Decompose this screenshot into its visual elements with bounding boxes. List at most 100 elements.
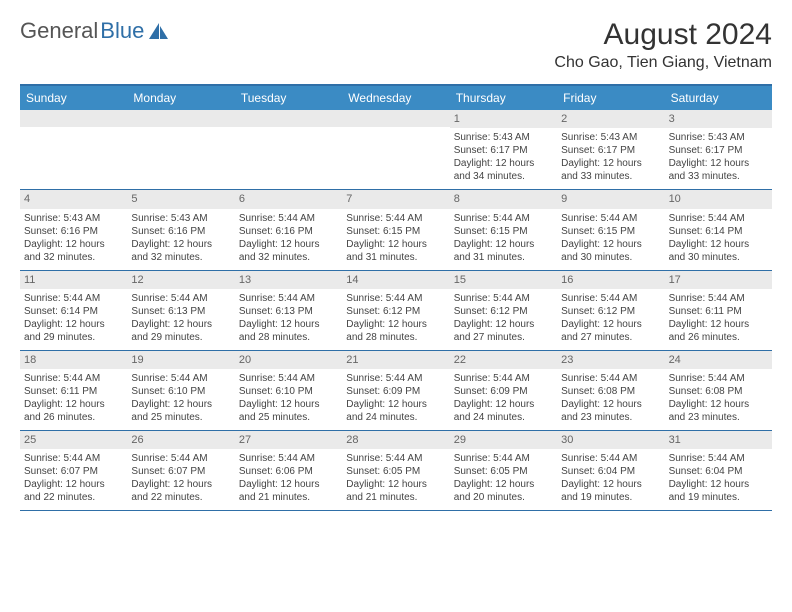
calendar-cell bbox=[20, 110, 127, 189]
sunset-text: Sunset: 6:05 PM bbox=[346, 465, 445, 478]
date-number: 17 bbox=[665, 271, 772, 289]
day-header: Sunday bbox=[20, 86, 127, 110]
day-header: Friday bbox=[557, 86, 664, 110]
calendar-cell: 31Sunrise: 5:44 AMSunset: 6:04 PMDayligh… bbox=[665, 431, 772, 510]
month-title: August 2024 bbox=[554, 18, 772, 52]
logo-text-2: Blue bbox=[100, 18, 144, 44]
sunset-text: Sunset: 6:11 PM bbox=[24, 385, 123, 398]
day-header: Monday bbox=[127, 86, 234, 110]
sunrise-text: Sunrise: 5:44 AM bbox=[131, 372, 230, 385]
sunset-text: Sunset: 6:09 PM bbox=[454, 385, 553, 398]
date-number: 24 bbox=[665, 351, 772, 369]
date-number: 12 bbox=[127, 271, 234, 289]
daylight-text: Daylight: 12 hours and 25 minutes. bbox=[131, 398, 230, 424]
calendar-cell: 10Sunrise: 5:44 AMSunset: 6:14 PMDayligh… bbox=[665, 190, 772, 269]
date-number: 7 bbox=[342, 190, 449, 208]
sunrise-text: Sunrise: 5:44 AM bbox=[561, 372, 660, 385]
calendar-cell bbox=[342, 110, 449, 189]
sunset-text: Sunset: 6:13 PM bbox=[239, 305, 338, 318]
sunset-text: Sunset: 6:17 PM bbox=[669, 144, 768, 157]
sunrise-text: Sunrise: 5:44 AM bbox=[669, 292, 768, 305]
sunrise-text: Sunrise: 5:43 AM bbox=[561, 131, 660, 144]
sunrise-text: Sunrise: 5:44 AM bbox=[669, 452, 768, 465]
daylight-text: Daylight: 12 hours and 25 minutes. bbox=[239, 398, 338, 424]
sunrise-text: Sunrise: 5:44 AM bbox=[131, 292, 230, 305]
daylight-text: Daylight: 12 hours and 28 minutes. bbox=[239, 318, 338, 344]
calendar-cell: 22Sunrise: 5:44 AMSunset: 6:09 PMDayligh… bbox=[450, 351, 557, 430]
date-number bbox=[235, 110, 342, 127]
calendar-cell: 21 Sunrise: 5:44 AMSunset: 6:09 PMDayligh… bbox=[342, 351, 449, 430]
title-block: August 2024 Cho Gao, Tien Giang, Vietnam bbox=[554, 18, 772, 72]
logo: GeneralBlue bbox=[20, 18, 170, 44]
calendar-cell: 11Sunrise: 5:44 AMSunset: 6:14 PMDayligh… bbox=[20, 271, 127, 350]
sunrise-text: Sunrise: 5:44 AM bbox=[239, 372, 338, 385]
sunset-text: Sunset: 6:15 PM bbox=[561, 225, 660, 238]
date-number: 3 bbox=[665, 110, 772, 128]
date-number: 1 bbox=[450, 110, 557, 128]
calendar-cell: 9Sunrise: 5:44 AMSunset: 6:15 PMDaylight… bbox=[557, 190, 664, 269]
calendar-cell: 24Sunrise: 5:44 AMSunset: 6:08 PMDayligh… bbox=[665, 351, 772, 430]
sunset-text: Sunset: 6:16 PM bbox=[24, 225, 123, 238]
sunset-text: Sunset: 6:17 PM bbox=[454, 144, 553, 157]
sunrise-text: Sunrise: 5:44 AM bbox=[346, 372, 445, 385]
sunrise-text: Sunrise: 5:44 AM bbox=[239, 292, 338, 305]
sunrise-text: Sunrise: 5:44 AM bbox=[346, 212, 445, 225]
date-number: 29 bbox=[450, 431, 557, 449]
calendar-cell: 20Sunrise: 5:44 AMSunset: 6:10 PMDayligh… bbox=[235, 351, 342, 430]
date-number: 27 bbox=[235, 431, 342, 449]
daylight-text: Daylight: 12 hours and 29 minutes. bbox=[131, 318, 230, 344]
calendar-cell: 13Sunrise: 5:44 AMSunset: 6:13 PMDayligh… bbox=[235, 271, 342, 350]
sunrise-text: Sunrise: 5:44 AM bbox=[454, 372, 553, 385]
week-row: 25Sunrise: 5:44 AMSunset: 6:07 PMDayligh… bbox=[20, 431, 772, 511]
date-number: 21 bbox=[342, 351, 449, 369]
week-row: 18Sunrise: 5:44 AMSunset: 6:11 PMDayligh… bbox=[20, 351, 772, 431]
daylight-text: Daylight: 12 hours and 21 minutes. bbox=[239, 478, 338, 504]
sunrise-text: Sunrise: 5:44 AM bbox=[454, 292, 553, 305]
daylight-text: Daylight: 12 hours and 22 minutes. bbox=[131, 478, 230, 504]
sunset-text: Sunset: 6:15 PM bbox=[346, 225, 445, 238]
sunrise-text: Sunrise: 5:44 AM bbox=[346, 452, 445, 465]
date-number: 14 bbox=[342, 271, 449, 289]
daylight-text: Daylight: 12 hours and 34 minutes. bbox=[454, 157, 553, 183]
sunrise-text: Sunrise: 5:44 AM bbox=[561, 292, 660, 305]
logo-text-1: General bbox=[20, 18, 98, 44]
daylight-text: Daylight: 12 hours and 26 minutes. bbox=[669, 318, 768, 344]
date-number: 2 bbox=[557, 110, 664, 128]
sunset-text: Sunset: 6:13 PM bbox=[131, 305, 230, 318]
daylight-text: Daylight: 12 hours and 32 minutes. bbox=[131, 238, 230, 264]
calendar-cell: 5Sunrise: 5:43 AMSunset: 6:16 PMDaylight… bbox=[127, 190, 234, 269]
daylight-text: Daylight: 12 hours and 19 minutes. bbox=[669, 478, 768, 504]
sunset-text: Sunset: 6:09 PM bbox=[346, 385, 445, 398]
sunset-text: Sunset: 6:10 PM bbox=[131, 385, 230, 398]
sunrise-text: Sunrise: 5:44 AM bbox=[239, 212, 338, 225]
calendar-cell: 8Sunrise: 5:44 AMSunset: 6:15 PMDaylight… bbox=[450, 190, 557, 269]
date-number: 15 bbox=[450, 271, 557, 289]
sunset-text: Sunset: 6:16 PM bbox=[131, 225, 230, 238]
daylight-text: Daylight: 12 hours and 28 minutes. bbox=[346, 318, 445, 344]
week-row: 4Sunrise: 5:43 AMSunset: 6:16 PMDaylight… bbox=[20, 190, 772, 270]
calendar-cell: 26Sunrise: 5:44 AMSunset: 6:07 PMDayligh… bbox=[127, 431, 234, 510]
calendar-cell bbox=[127, 110, 234, 189]
sunrise-text: Sunrise: 5:43 AM bbox=[454, 131, 553, 144]
daylight-text: Daylight: 12 hours and 23 minutes. bbox=[561, 398, 660, 424]
calendar-cell: 7Sunrise: 5:44 AMSunset: 6:15 PMDaylight… bbox=[342, 190, 449, 269]
calendar-cell: 19Sunrise: 5:44 AMSunset: 6:10 PMDayligh… bbox=[127, 351, 234, 430]
daylight-text: Daylight: 12 hours and 26 minutes. bbox=[24, 398, 123, 424]
calendar-cell: 18Sunrise: 5:44 AMSunset: 6:11 PMDayligh… bbox=[20, 351, 127, 430]
sunset-text: Sunset: 6:05 PM bbox=[454, 465, 553, 478]
sunrise-text: Sunrise: 5:44 AM bbox=[346, 292, 445, 305]
calendar-cell: 3Sunrise: 5:43 AMSunset: 6:17 PMDaylight… bbox=[665, 110, 772, 189]
sunrise-text: Sunrise: 5:43 AM bbox=[24, 212, 123, 225]
sunrise-text: Sunrise: 5:44 AM bbox=[561, 212, 660, 225]
date-number bbox=[20, 110, 127, 127]
daylight-text: Daylight: 12 hours and 24 minutes. bbox=[346, 398, 445, 424]
date-number bbox=[342, 110, 449, 127]
date-number: 23 bbox=[557, 351, 664, 369]
daylight-text: Daylight: 12 hours and 19 minutes. bbox=[561, 478, 660, 504]
sunset-text: Sunset: 6:12 PM bbox=[454, 305, 553, 318]
date-number: 8 bbox=[450, 190, 557, 208]
calendar-cell: 29Sunrise: 5:44 AMSunset: 6:05 PMDayligh… bbox=[450, 431, 557, 510]
sunset-text: Sunset: 6:06 PM bbox=[239, 465, 338, 478]
date-number: 11 bbox=[20, 271, 127, 289]
sunrise-text: Sunrise: 5:43 AM bbox=[131, 212, 230, 225]
